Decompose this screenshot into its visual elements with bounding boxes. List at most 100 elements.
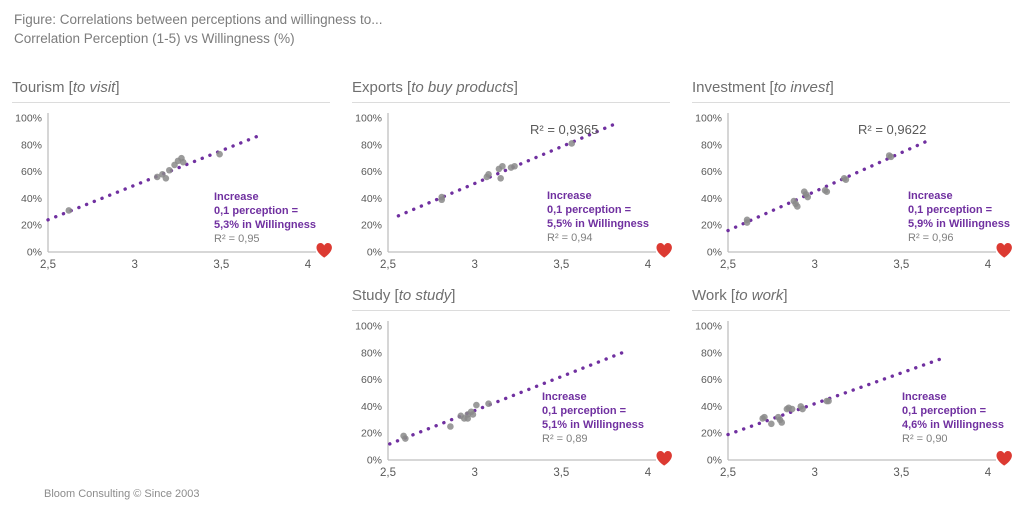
figure-title: Figure: Correlations between perceptions… bbox=[14, 12, 383, 27]
x-tick-label: 4 bbox=[305, 259, 312, 271]
x-tick-label: 2,5 bbox=[720, 259, 736, 271]
data-point bbox=[464, 415, 472, 422]
y-tick-label: 20% bbox=[361, 220, 382, 232]
scatter-plot-svg: 0% 20% 40% 60% 80% 100% 2,5 3 3,5 4 Increase 0,1 pe… bbox=[355, 321, 672, 479]
chart-title: Investment [to invest] bbox=[692, 78, 1016, 98]
chart-title-text: Exports [ bbox=[352, 79, 412, 96]
y-tick-label: 80% bbox=[361, 139, 382, 151]
annotation-line: 0,1 perception = bbox=[902, 405, 986, 417]
y-tick-label: 60% bbox=[701, 166, 722, 178]
annotation-r2: R² = 0,94 bbox=[547, 232, 593, 244]
heart-icon bbox=[316, 243, 332, 258]
annotation-r2: R² = 0,95 bbox=[214, 233, 260, 245]
y-tick-label: 60% bbox=[361, 374, 382, 386]
y-tick-label: 80% bbox=[21, 139, 42, 151]
x-tick-label: 3,5 bbox=[553, 467, 569, 479]
y-tick-label: 100% bbox=[355, 113, 382, 125]
y-tick-label: 40% bbox=[701, 401, 722, 413]
y-tick-label: 80% bbox=[361, 347, 382, 359]
y-tick-label: 60% bbox=[361, 166, 382, 178]
x-tick-label: 4 bbox=[985, 259, 992, 271]
heart-icon bbox=[996, 243, 1012, 258]
y-tick-label: 40% bbox=[361, 193, 382, 205]
chart-title-text: Work [ bbox=[692, 287, 736, 304]
y-tick-label: 20% bbox=[701, 220, 722, 232]
annotation-line: 5,9% in Willingness bbox=[908, 218, 1010, 230]
figure-header: Figure: Correlations between perceptions… bbox=[14, 10, 382, 48]
data-point bbox=[761, 413, 768, 421]
data-point bbox=[469, 411, 477, 418]
chart-title-bracket: ] bbox=[783, 287, 788, 304]
scatter-plot: 0% 20% 40% 60% 80% 100% 2,5 3 3,5 4 R² = 0,9365 Inc… bbox=[352, 106, 676, 282]
x-tick-label: 3 bbox=[471, 259, 477, 271]
data-point bbox=[842, 176, 850, 183]
data-point bbox=[402, 435, 409, 442]
scatter-plot-svg: 0% 20% 40% 60% 80% 100% 2,5 3 3,5 4 Increase 0,1 pe… bbox=[695, 321, 1012, 479]
chart-title-text: Investment [ bbox=[692, 79, 774, 96]
scatter-plot-svg: 0% 20% 40% 60% 80% 100% 2,5 3 3,5 4 Increase 0,1 pe… bbox=[15, 113, 332, 271]
chart-title: Study [to study] bbox=[352, 286, 676, 306]
chart-title-italic: to work bbox=[735, 287, 784, 304]
x-tick-label: 4 bbox=[985, 467, 992, 479]
annotation-r2: R² = 0,96 bbox=[908, 232, 954, 244]
y-tick-label: 80% bbox=[701, 139, 722, 151]
heart-icon bbox=[996, 451, 1012, 466]
y-tick-label: 20% bbox=[21, 220, 42, 232]
y-tick-label: 20% bbox=[361, 428, 382, 440]
x-tick-label: 2,5 bbox=[720, 467, 736, 479]
y-tick-label: 100% bbox=[695, 321, 722, 333]
data-point bbox=[65, 207, 73, 214]
data-point bbox=[823, 188, 831, 195]
scatter-plot: 0% 20% 40% 60% 80% 100% 2,5 3 3,5 4 Increase 0,1 pe… bbox=[352, 314, 676, 490]
data-point bbox=[166, 166, 173, 174]
chart-title: Work [to work] bbox=[692, 286, 1016, 306]
data-point bbox=[788, 405, 796, 413]
y-tick-label: 100% bbox=[355, 321, 382, 333]
chart-title: Tourism [to visit] bbox=[12, 78, 336, 98]
chart-title-bracket: ] bbox=[513, 79, 518, 96]
data-point bbox=[497, 175, 504, 182]
x-tick-label: 2,5 bbox=[40, 259, 56, 271]
y-tick-label: 100% bbox=[695, 113, 722, 125]
r-squared-label: R² = 0,9365 bbox=[530, 122, 598, 137]
chart-title-italic: to visit bbox=[72, 79, 116, 96]
chart-investment: Investment [to invest] 0% 20% 40% 60% 80% 100… bbox=[692, 78, 1016, 282]
data-point bbox=[153, 173, 161, 181]
data-point bbox=[825, 397, 832, 405]
scatter-plot-svg: 0% 20% 40% 60% 80% 100% 2,5 3 3,5 4 R² = 0,9622 Inc… bbox=[695, 113, 1012, 271]
data-point bbox=[485, 170, 492, 178]
r-squared-label: R² = 0,9622 bbox=[858, 122, 926, 137]
y-tick-label: 40% bbox=[701, 193, 722, 205]
data-point bbox=[794, 203, 801, 210]
annotation-line: 5,5% in Willingness bbox=[547, 218, 649, 230]
y-tick-label: 0% bbox=[27, 247, 42, 259]
data-point bbox=[473, 401, 480, 409]
annotation-line: 5,1% in Willingness bbox=[542, 419, 644, 431]
data-point bbox=[447, 423, 454, 430]
x-tick-label: 3 bbox=[811, 259, 817, 271]
x-tick-label: 3,5 bbox=[553, 259, 569, 271]
title-divider bbox=[12, 102, 330, 103]
y-tick-label: 60% bbox=[701, 374, 722, 386]
chart-tourism: Tourism [to visit] 0% 20% 40% 60% 80% 100% 2,5… bbox=[12, 78, 336, 282]
chart-title-italic: to invest bbox=[773, 79, 830, 96]
data-point bbox=[568, 140, 576, 147]
x-tick-label: 4 bbox=[645, 259, 652, 271]
data-point bbox=[162, 175, 170, 182]
y-tick-label: 0% bbox=[367, 247, 382, 259]
y-tick-label: 0% bbox=[367, 455, 382, 467]
title-divider bbox=[352, 310, 670, 311]
chart-title-italic: to buy products bbox=[411, 79, 514, 96]
annotation-r2: R² = 0,90 bbox=[902, 433, 948, 445]
annotation-line: 0,1 perception = bbox=[542, 405, 626, 417]
chart-work: Work [to work] 0% 20% 40% 60% 80% 100% 2,5 3 3,5… bbox=[692, 286, 1016, 490]
trend-line bbox=[726, 137, 933, 233]
heart-icon bbox=[656, 243, 672, 258]
annotation-line: Increase bbox=[214, 191, 259, 203]
chart-title-bracket: ] bbox=[115, 79, 120, 96]
x-tick-label: 2,5 bbox=[380, 259, 396, 271]
data-point bbox=[804, 193, 812, 201]
chart-title: Exports [to buy products] bbox=[352, 78, 676, 98]
trend-line bbox=[726, 356, 945, 437]
